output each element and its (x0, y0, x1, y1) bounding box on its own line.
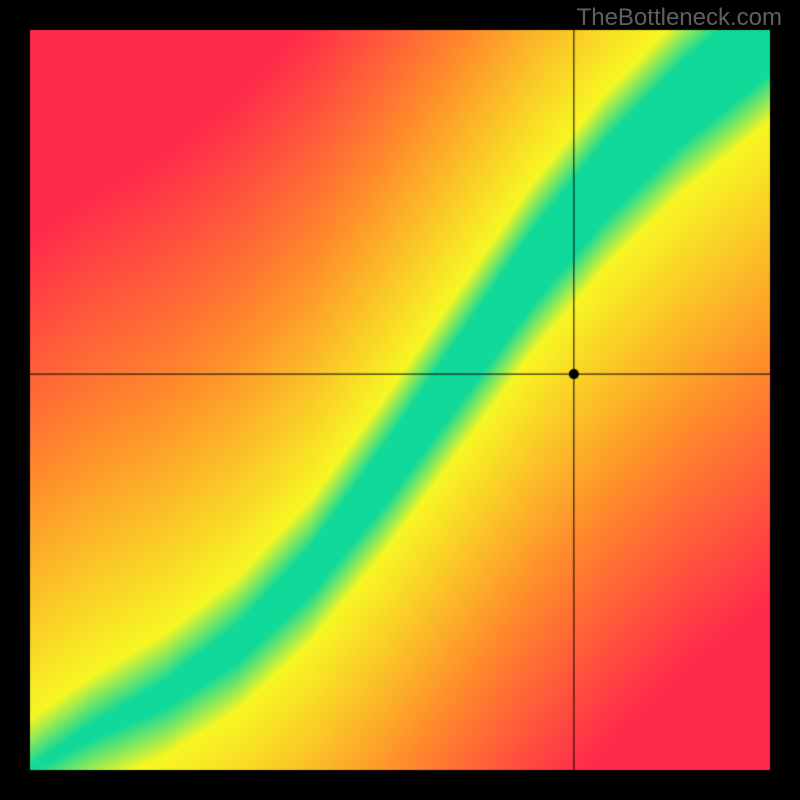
watermark-label: TheBottleneck.com (577, 4, 782, 32)
bottleneck-heatmap (0, 0, 800, 800)
chart-container: TheBottleneck.com (0, 0, 800, 800)
